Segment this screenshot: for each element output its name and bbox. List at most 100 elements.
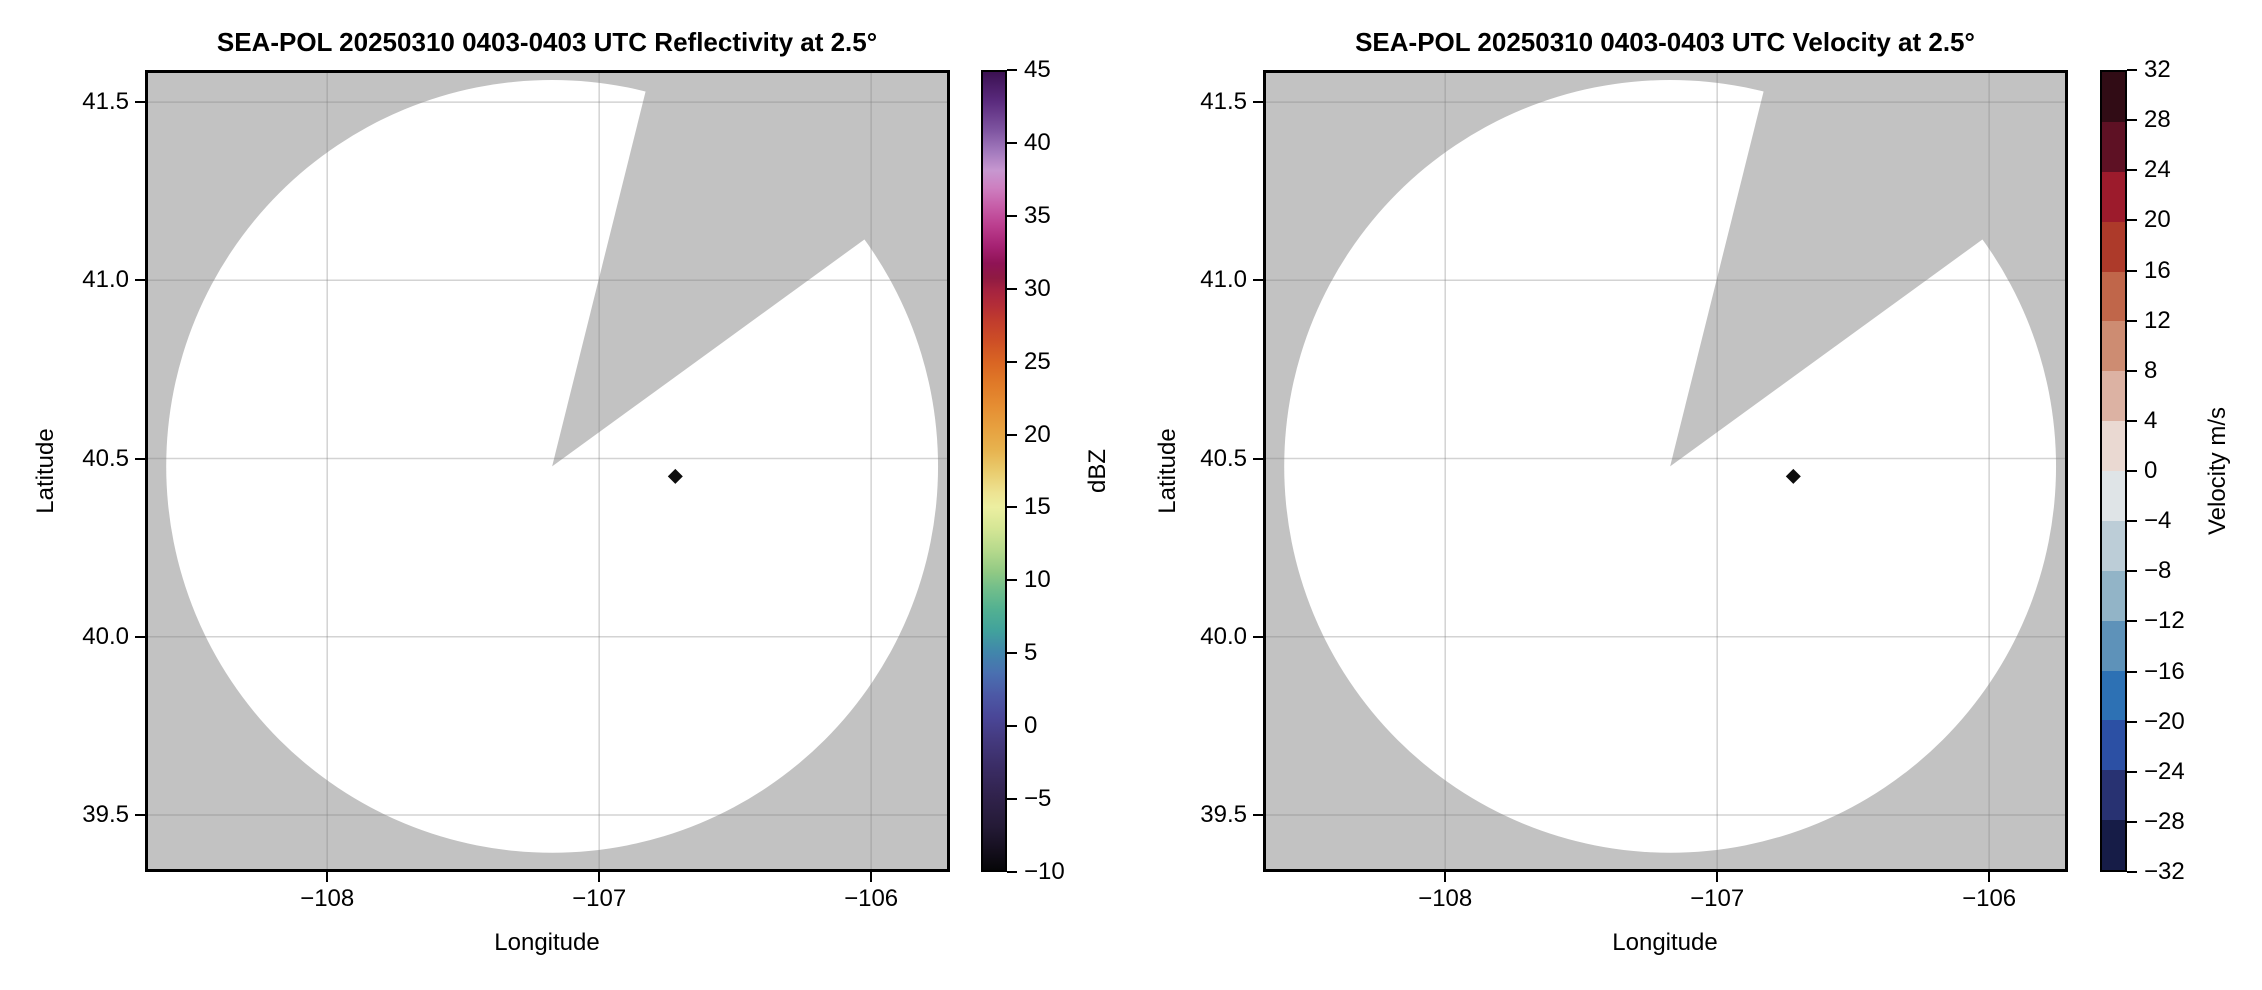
colorbar-band — [2102, 371, 2125, 422]
colorbar-tick-mark — [2127, 720, 2137, 723]
colorbar-tick-mark — [2127, 69, 2137, 71]
axes-border — [145, 70, 950, 872]
colorbar-tick-mark — [1007, 579, 1017, 582]
colorbar-tick-mark — [1007, 69, 1017, 71]
colorbar-tick-mark — [1007, 433, 1017, 436]
colorbar-tick-mark — [1007, 871, 1017, 873]
colorbar-tick-mark — [2127, 269, 2137, 272]
colorbar-tick-mark — [1007, 360, 1017, 363]
y-tick-label: 40.0 — [82, 622, 129, 650]
title-reflectivity: SEA-POL 20250310 0403-0403 UTC Reflectiv… — [216, 27, 878, 57]
colorbar-tick-mark — [1007, 287, 1017, 290]
colorbar-band — [2102, 271, 2125, 322]
colorbar-tick-mark — [2127, 570, 2137, 573]
colorbar-tick-mark — [2127, 620, 2137, 623]
colorbar-tick-label: 20 — [1024, 420, 1051, 448]
y-tick-label: 41.5 — [1200, 88, 1247, 116]
colorbar-tick-mark — [2127, 871, 2137, 873]
y-tick-label: 41.0 — [82, 266, 129, 294]
colorbar-band — [2102, 321, 2125, 372]
colorbar-tick-label: −16 — [2144, 657, 2185, 685]
colorbar-band — [2102, 72, 2125, 122]
colorbar-tick-mark — [2127, 670, 2137, 673]
colorbar-tick-mark — [2127, 820, 2137, 823]
x-tick-mark — [1716, 872, 1719, 882]
y-tick-mark — [1253, 635, 1263, 638]
colorbar-tick-label: −32 — [2144, 858, 2185, 885]
colorbar-tick-mark — [1007, 506, 1017, 509]
colorbar-tick-label: −20 — [2144, 707, 2185, 735]
colorbar-tick-label: 20 — [2144, 206, 2171, 234]
x-tick-label: −107 — [1690, 885, 1745, 912]
colorbar-reflectivity — [981, 70, 1007, 872]
colorbar-tick-label: −4 — [2144, 507, 2172, 535]
colorbar-band — [2102, 570, 2125, 621]
x-tick-mark — [326, 872, 329, 882]
colorbar-tick-mark — [2127, 119, 2137, 122]
colorbar-tick-label: 30 — [1024, 274, 1051, 302]
y-tick-label: 40.5 — [1200, 444, 1247, 472]
colorbar-tick-mark — [1007, 141, 1017, 144]
colorbar-tick-label: 35 — [1024, 201, 1051, 229]
xlabel-reflectivity: Longitude — [494, 929, 600, 956]
colorbar-tick-label: 28 — [2144, 106, 2171, 134]
colorbar-tick-label: 25 — [1024, 347, 1051, 375]
colorbar-tick-label: 0 — [1024, 712, 1038, 740]
y-tick-label: 40.0 — [1200, 622, 1247, 650]
colorbar-tick-label: 10 — [1024, 566, 1051, 594]
y-tick-mark — [135, 813, 145, 816]
x-tick-mark — [598, 872, 601, 882]
y-tick-mark — [1253, 101, 1263, 104]
colorbar-tick-label: −5 — [1024, 785, 1052, 813]
colorbar-tick-mark — [1007, 652, 1017, 655]
colorbar-label-dbz: dBZ — [1084, 448, 1111, 494]
blocked-sector-wedge — [552, 70, 950, 467]
colorbar-band — [2102, 221, 2125, 272]
colorbar-tick-label: 12 — [2144, 306, 2171, 334]
colorbar-band — [2102, 770, 2125, 821]
y-tick-label: 40.5 — [82, 444, 129, 472]
y-tick-label: 39.5 — [1200, 800, 1247, 828]
colorbar-tick-mark — [2127, 369, 2137, 372]
colorbar-velocity — [2100, 70, 2127, 872]
colorbar-tick-label: 16 — [2144, 256, 2171, 284]
blocked-sector-wedge — [1670, 70, 2068, 467]
colorbar-tick-label: −12 — [2144, 607, 2185, 635]
colorbar-band — [2102, 471, 2125, 521]
colorbar-tick-label: 40 — [1024, 128, 1051, 156]
y-tick-mark — [1253, 457, 1263, 460]
colorbar-tick-mark — [2127, 169, 2137, 172]
y-tick-mark — [135, 279, 145, 282]
y-tick-mark — [135, 457, 145, 460]
colorbar-tick-label: 45 — [1024, 56, 1051, 83]
y-tick-mark — [135, 101, 145, 104]
colorbar-tick-mark — [2127, 770, 2137, 773]
colorbar-tick-mark — [1007, 214, 1017, 217]
axes-border — [1263, 70, 2068, 872]
colorbar-band — [2102, 520, 2125, 571]
y-tick-mark — [1253, 279, 1263, 282]
axes-reflectivity — [145, 70, 950, 872]
colorbar-tick-mark — [1007, 798, 1017, 801]
axes-velocity — [1263, 70, 2068, 872]
colorbar-band — [2102, 620, 2125, 671]
colorbar-tick-label: 5 — [1024, 639, 1038, 667]
colorbar-tick-label: 32 — [2144, 56, 2171, 83]
colorbar-tick-mark — [1007, 725, 1017, 728]
colorbar-tick-label: 24 — [2144, 156, 2171, 184]
xlabel-velocity: Longitude — [1612, 929, 1718, 956]
colorbar-tick-label: 4 — [2144, 406, 2158, 434]
radar-site-diamond-marker — [667, 468, 683, 484]
colorbar-label-velocity: Velocity m/s — [2204, 406, 2231, 536]
colorbar-band — [2102, 820, 2125, 870]
colorbar-tick-label: 8 — [2144, 356, 2158, 384]
y-tick-mark — [1253, 813, 1263, 816]
colorbar-tick-label: −24 — [2144, 757, 2185, 785]
title-velocity: SEA-POL 20250310 0403-0403 UTC Velocity … — [1355, 27, 1975, 57]
y-tick-mark — [135, 635, 145, 638]
colorbar-tick-label: −10 — [1024, 858, 1065, 885]
colorbar-tick-mark — [2127, 219, 2137, 222]
colorbar-tick-mark — [2127, 419, 2137, 422]
colorbar-band — [2102, 720, 2125, 771]
